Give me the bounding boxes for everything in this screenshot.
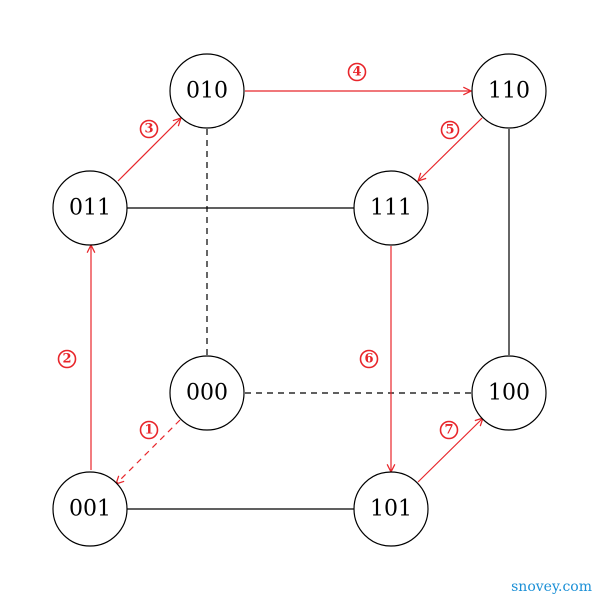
watermark-text: snovey.com	[511, 579, 592, 595]
step-marker-6: 6	[359, 349, 379, 369]
step-marker-5: 5	[440, 120, 460, 140]
path-edge-3	[117, 118, 181, 182]
step-marker-7: 7	[439, 420, 459, 440]
node-101: 101	[353, 471, 429, 547]
step-marker-5-label: 5	[445, 123, 454, 138]
path-edge-1	[116, 419, 181, 484]
node-111: 111	[353, 170, 429, 246]
node-110-label: 110	[488, 79, 530, 104]
step-marker-1: 1	[139, 420, 159, 440]
node-000-label: 000	[186, 381, 228, 406]
step-marker-4: 4	[347, 62, 367, 82]
node-011-label: 011	[69, 196, 111, 221]
path-edge-7	[417, 418, 483, 483]
node-101-label: 101	[370, 497, 412, 522]
node-111-label: 111	[370, 196, 412, 221]
node-001: 001	[52, 471, 128, 547]
node-010-label: 010	[186, 79, 228, 104]
node-011: 011	[52, 170, 128, 246]
step-marker-6-label: 6	[364, 352, 373, 367]
step-marker-3-label: 3	[144, 122, 153, 137]
node-000: 000	[169, 355, 245, 431]
step-marker-7-label: 7	[444, 423, 453, 438]
node-110: 110	[471, 53, 547, 129]
step-marker-2-label: 2	[62, 352, 71, 367]
path-edge-5	[418, 117, 483, 181]
step-marker-3: 3	[139, 119, 159, 139]
node-100-label: 100	[488, 381, 530, 406]
node-001-label: 001	[69, 497, 111, 522]
step-marker-4-label: 4	[352, 65, 361, 80]
node-010: 010	[169, 53, 245, 129]
step-marker-1-label: 1	[144, 423, 153, 438]
node-100: 100	[471, 355, 547, 431]
step-marker-2: 2	[57, 349, 77, 369]
